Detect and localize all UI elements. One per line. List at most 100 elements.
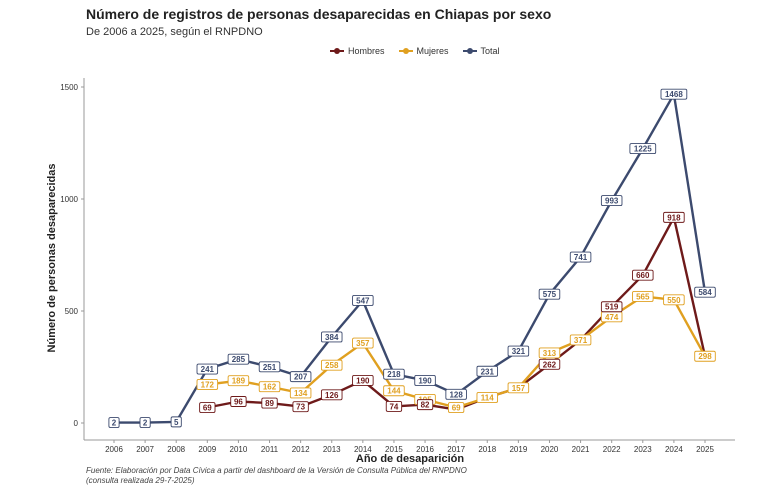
series-line-hombres xyxy=(207,216,707,411)
data-label-mujeres: 144 xyxy=(383,385,405,397)
data-label-hombres: 190 xyxy=(352,374,374,386)
data-label-total: 231 xyxy=(476,365,499,377)
data-label-mujeres: 157 xyxy=(507,382,530,394)
data-label-box xyxy=(569,251,592,263)
data-label-box xyxy=(476,392,499,403)
data-label-total: 1225 xyxy=(629,143,657,155)
data-label-box xyxy=(170,416,182,428)
data-label-total: 251 xyxy=(258,361,281,373)
data-label-total: 285 xyxy=(227,353,250,365)
x-tick-label: 2007 xyxy=(136,445,154,454)
data-label-box xyxy=(569,334,592,346)
data-label-box xyxy=(663,211,685,223)
legend-item-hombres: Hombres xyxy=(330,46,385,56)
data-label-text: 96 xyxy=(234,397,243,406)
data-label-total: 128 xyxy=(445,388,467,400)
data-label-box xyxy=(320,389,343,401)
data-label-mujeres: 69 xyxy=(448,402,465,413)
data-label-text: 144 xyxy=(387,387,401,396)
data-label-box xyxy=(694,350,716,362)
data-label-box xyxy=(352,374,374,386)
data-label-text: 321 xyxy=(512,347,526,356)
data-label-box xyxy=(227,353,250,365)
data-label-hombres: 519 xyxy=(600,301,623,313)
data-label-box xyxy=(600,301,623,313)
data-label-box xyxy=(476,365,499,377)
legend: Hombres Mujeres Total xyxy=(330,46,500,56)
data-label-box xyxy=(448,402,465,413)
data-label-total: 584 xyxy=(694,286,716,298)
data-label-box xyxy=(445,388,467,400)
data-label-total: 321 xyxy=(507,345,530,357)
data-label-text: 218 xyxy=(387,370,401,379)
data-label-hombres: 660 xyxy=(632,269,654,281)
data-label-hombres: 262 xyxy=(538,358,561,370)
legend-item-total: Total xyxy=(462,46,500,56)
data-label-box xyxy=(694,286,716,298)
x-tick-label: 2017 xyxy=(447,445,465,454)
data-label-text: 2 xyxy=(112,419,117,428)
x-tick-label: 2023 xyxy=(634,445,652,454)
data-label-text: 251 xyxy=(263,363,277,372)
data-label-text: 126 xyxy=(325,391,339,400)
data-label-text: 190 xyxy=(418,376,432,385)
data-label-text: 565 xyxy=(636,292,650,301)
data-label-box xyxy=(258,381,281,393)
data-label-text: 660 xyxy=(636,271,650,280)
x-tick-label: 2012 xyxy=(292,445,310,454)
data-label-text: 741 xyxy=(574,253,588,262)
data-label-box xyxy=(660,88,688,100)
data-label-box xyxy=(632,290,654,302)
y-tick-label: 0 xyxy=(74,419,79,428)
data-label-mujeres: 298 xyxy=(694,350,716,362)
x-tick-label: 2020 xyxy=(541,445,559,454)
data-label-box xyxy=(352,295,374,306)
data-label-text: 207 xyxy=(294,373,308,382)
source-caption-line2: (consulta realizada 29-7-2025) xyxy=(86,476,195,485)
data-label-box xyxy=(196,363,219,375)
x-tick-label: 2013 xyxy=(323,445,341,454)
data-label-mujeres: 134 xyxy=(289,387,312,399)
data-label-box xyxy=(629,143,657,155)
data-label-text: 575 xyxy=(543,290,557,299)
data-label-mujeres: 114 xyxy=(476,392,499,403)
data-label-total: 218 xyxy=(383,368,405,380)
x-tick-label: 2011 xyxy=(261,445,279,454)
data-labels: 1721891621342583571441056911415731337147… xyxy=(108,88,716,429)
data-label-text: 519 xyxy=(605,303,619,312)
data-label-box xyxy=(289,387,312,399)
data-label-text: 547 xyxy=(356,296,370,305)
data-label-mujeres: 371 xyxy=(569,334,592,346)
x-tick-label: 2014 xyxy=(354,445,372,454)
x-tick-label: 2024 xyxy=(665,445,683,454)
data-label-hombres: 126 xyxy=(320,389,343,401)
data-label-box xyxy=(507,382,530,394)
data-label-box xyxy=(261,397,278,409)
data-label-text: 74 xyxy=(389,402,398,411)
axes: 0 500 1000 1500 2006 2007 2008 2009 2010 2011 2012… xyxy=(60,78,735,454)
data-label-mujeres: 550 xyxy=(663,294,685,306)
data-label-box xyxy=(538,288,561,300)
data-label-text: 262 xyxy=(543,360,557,369)
data-label-box xyxy=(320,359,343,371)
data-label-mujeres: 172 xyxy=(196,379,219,390)
data-label-total: 2 xyxy=(108,417,120,429)
legend-label-mujeres: Mujeres xyxy=(416,46,449,56)
data-label-box xyxy=(538,358,561,370)
x-tick-label: 2018 xyxy=(478,445,496,454)
chart-title: Número de registros de personas desapare… xyxy=(86,6,552,22)
data-label-text: 2 xyxy=(143,419,148,428)
data-label-text: 69 xyxy=(452,404,461,413)
data-label-hombres: 73 xyxy=(292,401,309,413)
data-label-box xyxy=(230,396,247,407)
data-label-mujeres: 162 xyxy=(258,381,281,393)
data-label-text: 1225 xyxy=(634,145,652,154)
x-tick-label: 2006 xyxy=(105,445,123,454)
data-label-text: 384 xyxy=(325,333,339,342)
data-label-text: 258 xyxy=(325,361,339,370)
data-label-total: 207 xyxy=(289,371,312,383)
data-label-total: 1468 xyxy=(660,88,688,100)
data-label-total: 241 xyxy=(196,363,219,375)
data-label-box xyxy=(383,385,405,397)
